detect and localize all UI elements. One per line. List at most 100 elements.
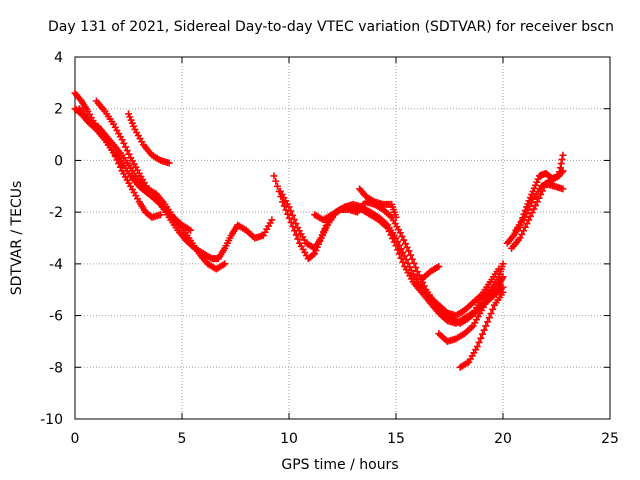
data-point xyxy=(435,262,443,270)
data-point xyxy=(558,155,566,163)
data-point xyxy=(395,241,403,249)
data-point xyxy=(402,256,410,264)
x-tick-label: 25 xyxy=(601,431,619,447)
data-point xyxy=(556,164,564,172)
series-track-15 xyxy=(512,151,567,234)
y-tick-label: 2 xyxy=(54,102,63,118)
data-point xyxy=(407,267,415,275)
series-track-2 xyxy=(71,105,165,221)
y-tick-label: 4 xyxy=(54,50,63,66)
data-point xyxy=(292,231,300,239)
data-point xyxy=(116,163,124,171)
series-track-12 xyxy=(418,262,443,283)
data-point xyxy=(480,326,488,334)
data-point xyxy=(526,202,534,210)
plot-frame xyxy=(74,56,611,420)
data-point xyxy=(473,343,481,351)
y-tick-label: -2 xyxy=(49,205,63,221)
y-tick-label: 0 xyxy=(54,153,63,169)
x-tick-label: 0 xyxy=(71,431,80,447)
data-point xyxy=(309,251,317,259)
series-track-11 xyxy=(456,288,507,371)
data-point xyxy=(290,215,298,223)
data-point xyxy=(125,150,133,158)
data-point xyxy=(400,236,408,244)
data-point xyxy=(396,229,404,237)
data-point xyxy=(412,263,420,271)
data-point xyxy=(392,213,400,221)
data-point xyxy=(559,185,567,193)
data-point xyxy=(292,220,300,228)
data-point xyxy=(394,246,402,254)
data-point xyxy=(499,260,507,268)
y-axis-label: SDTVAR / TECUs xyxy=(9,180,25,296)
grid-layer xyxy=(75,57,610,419)
data-point xyxy=(522,210,530,218)
data-point xyxy=(165,159,173,167)
data-point xyxy=(403,243,411,251)
data-point xyxy=(287,207,295,215)
data-point xyxy=(187,226,195,234)
y-tick-label: -6 xyxy=(49,309,63,325)
points-layer xyxy=(71,89,567,371)
data-point xyxy=(555,168,563,176)
data-point xyxy=(487,310,495,318)
data-point xyxy=(288,211,296,219)
data-point xyxy=(398,232,406,240)
y-tick-label: -10 xyxy=(40,412,63,428)
series-track-14 xyxy=(508,180,567,252)
data-point xyxy=(415,271,423,279)
data-point xyxy=(516,234,524,242)
data-point xyxy=(559,151,567,159)
data-point xyxy=(115,160,123,168)
x-tick-label: 20 xyxy=(494,431,512,447)
data-point xyxy=(410,259,418,267)
data-point xyxy=(408,255,416,263)
data-point xyxy=(478,330,486,338)
data-point xyxy=(407,251,415,259)
data-point xyxy=(294,235,302,243)
data-point xyxy=(110,149,118,157)
x-tick-label: 5 xyxy=(178,431,187,447)
x-tick-label: 15 xyxy=(387,431,405,447)
data-point xyxy=(394,238,402,246)
data-point xyxy=(270,172,278,180)
data-point xyxy=(268,216,276,224)
data-point xyxy=(555,172,563,180)
data-point xyxy=(118,136,126,144)
data-point xyxy=(111,152,119,160)
chart-title: Day 131 of 2021, Sidereal Day-to-day VTE… xyxy=(48,19,614,35)
data-point xyxy=(485,314,493,322)
data-point xyxy=(525,216,533,224)
series-track-3 xyxy=(75,105,229,273)
data-point xyxy=(495,265,503,273)
data-point xyxy=(397,245,405,253)
data-point xyxy=(221,260,229,268)
data-point xyxy=(526,212,534,220)
data-point xyxy=(499,288,507,296)
data-point xyxy=(499,273,507,281)
data-point xyxy=(401,240,409,248)
data-point xyxy=(120,139,128,147)
data-point xyxy=(285,203,293,211)
series-track-10 xyxy=(435,273,507,345)
data-point xyxy=(420,282,428,290)
data-point xyxy=(524,206,532,214)
data-point xyxy=(122,143,130,151)
data-point xyxy=(535,194,543,202)
data-point xyxy=(528,209,536,217)
data-point xyxy=(520,213,528,221)
data-point xyxy=(533,198,541,206)
data-point xyxy=(406,263,414,271)
data-point xyxy=(523,220,531,228)
data-point xyxy=(404,259,412,267)
data-point xyxy=(520,227,528,235)
series-track-9 xyxy=(356,185,400,221)
data-point xyxy=(477,334,485,342)
data-point xyxy=(413,268,421,276)
data-point xyxy=(532,201,540,209)
tick-layer: 0 5 10 15 20 25 -10 -8 -6 -4 -2 0 2 4 xyxy=(40,50,619,447)
data-point xyxy=(123,147,131,155)
data-point xyxy=(273,182,281,190)
